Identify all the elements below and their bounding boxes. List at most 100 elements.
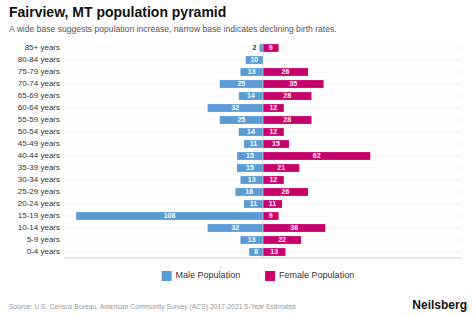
legend-swatch [162,271,172,281]
data-label: 14 [247,128,255,135]
legend: Male Population Female Population [162,270,355,281]
bar [263,104,284,112]
data-label: 25 [237,116,245,123]
legend-swatch [265,271,275,281]
y-tick-label: 60-64 years [18,103,60,112]
data-label: 12 [269,104,277,111]
bars [76,44,370,256]
bar [263,248,285,256]
data-label: 8 [254,248,258,255]
data-label: 35 [289,80,297,87]
data-labels: 2101325143225141115151316111083213892635… [164,44,321,255]
y-tick-label: 10-14 years [18,223,60,232]
y-tick-label: 5-9 years [27,235,60,244]
source: Source: U.S. Census Bureau, American Com… [9,303,296,311]
data-label: 9 [269,44,273,51]
bar [263,128,284,136]
bar [244,140,263,148]
bar [220,116,263,124]
bar [239,92,263,100]
data-label: 11 [250,140,258,147]
bar [263,116,311,124]
data-label: 26 [282,188,290,195]
data-label: 22 [278,236,286,243]
bar [263,80,324,88]
y-tick-label: 0-4 years [27,247,60,256]
bar [263,164,299,172]
bar [239,128,263,136]
bar [241,176,263,184]
bar [263,188,308,196]
title: Fairview, MT population pyramid [9,4,226,20]
bar [263,152,370,160]
data-label: 12 [269,176,277,183]
data-label: 11 [250,200,258,207]
data-label: 11 [269,200,277,207]
data-label: 12 [269,128,277,135]
y-tick-label: 30-34 years [18,175,60,184]
x-axis-line [64,258,462,259]
y-tick-label: 15-19 years [18,211,60,220]
data-label: 28 [283,92,291,99]
data-label: 32 [231,104,239,111]
y-tick-label: 45-49 years [18,139,60,148]
data-label: 13 [248,68,256,75]
bar [263,92,311,100]
data-label: 15 [246,152,254,159]
bar [263,212,279,220]
annotation: Neilsberg [412,298,467,312]
data-label: 2 [252,44,256,51]
y-tick-label: 80-84 years [18,55,60,64]
bar [263,44,279,52]
bar [263,68,308,76]
legend-label: Female Population [279,270,354,280]
y-tick-label: 70-74 years [18,79,60,88]
subtitle: A wide base suggests population increase… [9,24,337,34]
bar [241,236,263,244]
data-label: 28 [283,116,291,123]
y-tick-label: 20-24 years [18,199,60,208]
data-label: 62 [313,152,321,159]
y-axis: 85+ years 80-84 years 75-79 years 70-74 yea… [18,43,60,256]
data-label: 9 [269,212,273,219]
data-label: 26 [282,68,290,75]
chart: Fairview, MT population pyramid A wide ba… [0,0,474,316]
bar [220,80,263,88]
bar [249,248,263,256]
data-label: 15 [272,140,280,147]
y-tick-label: 55-59 years [18,115,60,124]
data-label: 10 [250,56,258,63]
bar [263,200,282,208]
data-label: 13 [248,236,256,243]
y-tick-label: 75-79 years [18,67,60,76]
y-tick-label: 35-39 years [18,163,60,172]
y-tick-label: 85+ years [25,43,60,52]
bar [263,140,289,148]
y-tick-label: 25-29 years [18,187,60,196]
bar [263,236,301,244]
data-label: 36 [290,224,298,231]
bar [260,44,263,52]
data-label: 13 [248,176,256,183]
bar [241,68,263,76]
bar [237,164,263,172]
bar [246,56,263,64]
bar [237,152,263,160]
bar [263,224,325,232]
bar [208,104,263,112]
y-tick-label: 65-69 years [18,91,60,100]
data-label: 25 [237,80,245,87]
background [0,0,474,316]
data-label: 21 [277,164,285,171]
data-label: 16 [245,188,253,195]
y-tick-label: 50-54 years [18,127,60,136]
y-tick-label: 40-44 years [18,151,60,160]
bar [235,188,263,196]
bar [244,200,263,208]
bar [208,224,263,232]
center-line [263,42,264,258]
data-label: 32 [231,224,239,231]
data-label: 13 [270,248,278,255]
legend-label: Male Population [176,270,241,280]
data-label: 15 [246,164,254,171]
